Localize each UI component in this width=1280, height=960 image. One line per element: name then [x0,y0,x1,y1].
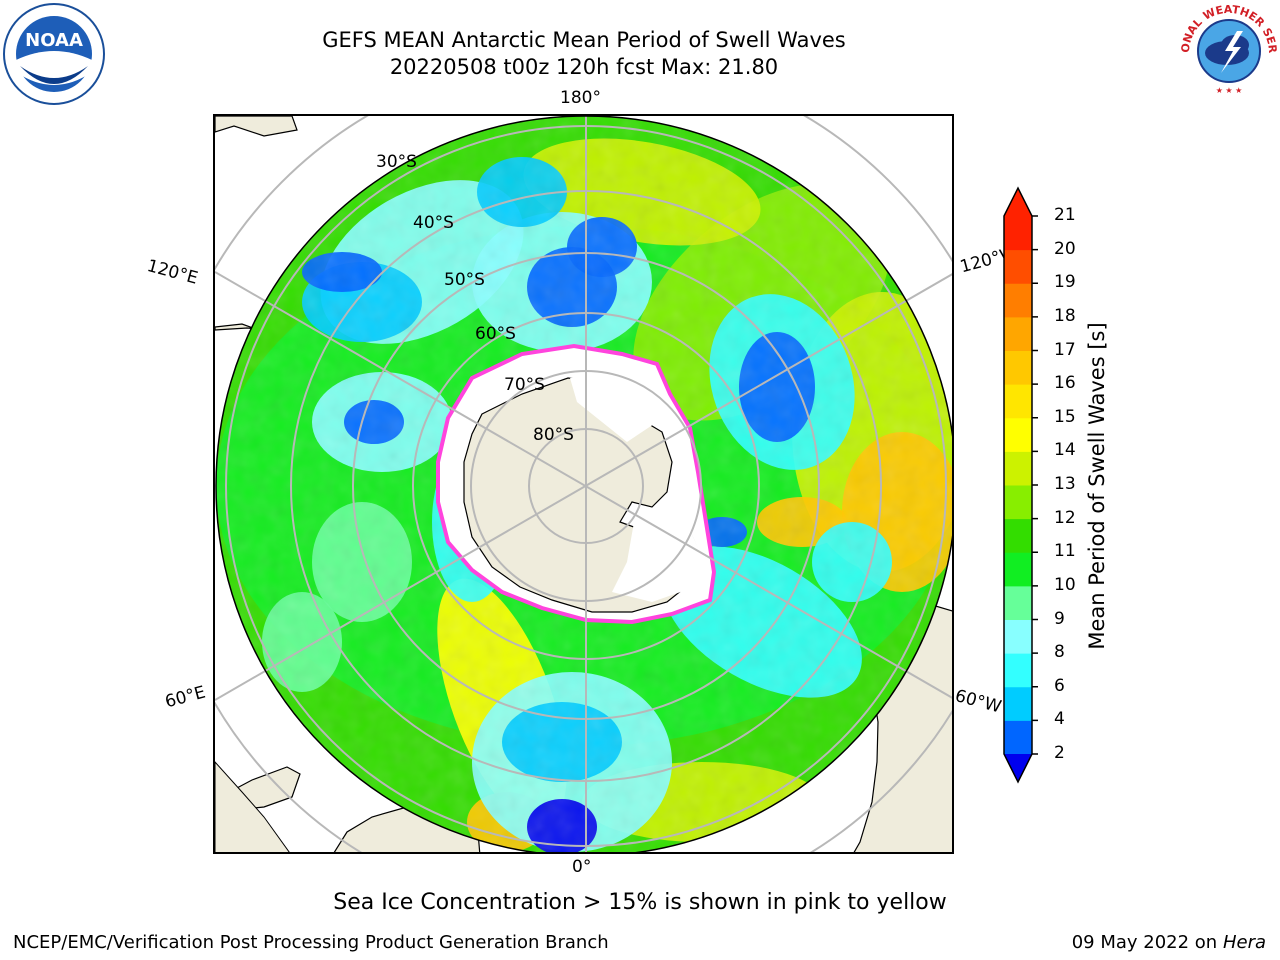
colorbar-band [1004,350,1032,385]
colorbar-over-extension [1004,188,1032,216]
colorbar-band [1004,686,1032,721]
colorbar-tick-label: 20 [1054,238,1076,259]
footer-date-text: 09 May 2022 on [1071,932,1218,953]
colorbar-tick-label: 10 [1054,574,1076,595]
chart-subtitle: 20220508 t00z 120h fcst Max: 21.80 [389,55,779,79]
colorbar-band [1004,249,1032,284]
colorbar-tick-label: 16 [1054,373,1076,394]
lat-label-60s: 60°S [475,324,516,344]
nws-logo: NATIONAL WEATHER SERVICE ★ ★ ★ [1179,1,1279,99]
colorbar-under-extension [1004,754,1032,782]
colorbar-band [1004,216,1032,251]
colorbar-tick-label: 6 [1054,675,1065,696]
colorbar-tick-label: 12 [1054,507,1076,528]
land-australia [215,116,298,137]
colorbar-tick-label: 4 [1054,709,1065,730]
chart-title: GEFS MEAN Antarctic Mean Period of Swell… [322,28,846,52]
colorbar-tick-label: 2 [1054,743,1065,763]
sea-ice-note: Sea Ice Concentration > 15% is shown in … [333,890,947,915]
map-panel [213,114,954,854]
colorbar-band [1004,417,1032,452]
colorbar-tick-label: 9 [1054,608,1065,629]
lat-label-70s: 70°S [504,375,545,395]
colorbar-band [1004,283,1032,318]
colorbar-band [1004,518,1032,553]
colorbar-tick-label: 19 [1054,272,1076,293]
svg-text:★ ★ ★: ★ ★ ★ [1216,86,1243,95]
land-africa-corner [215,761,290,852]
footer-date: 09 May 2022 on Hera [1072,932,1266,953]
noaa-logo-text: NOAA [25,30,83,51]
map-boundary [215,116,952,852]
lat-label-80s: 80°S [533,425,574,445]
antarctica [436,343,717,625]
colorbar-tick-label: 13 [1054,474,1076,494]
colorbar-tick-label: 17 [1054,339,1076,360]
colorbar-band [1004,451,1032,486]
lon-label-120e: 120°E [144,256,200,289]
colorbar-band [1004,316,1032,351]
ice-shelf [570,374,657,442]
lat-label-40s: 40°S [413,213,454,233]
colorbar-tick-label: 14 [1054,440,1076,461]
lat-label-30s: 30°S [376,152,417,172]
colorbar-tick-label: 21 [1054,205,1076,225]
colorbar-label: Mean Period of Swell Waves [s] [1085,322,1109,650]
footer-machine: Hera [1222,932,1266,953]
colorbar-band [1004,653,1032,688]
colorbar-tick-label: 11 [1054,541,1076,562]
graticule [215,116,952,852]
map-svg [215,116,952,852]
colorbar-band [1004,552,1032,587]
colorbar-band [1004,384,1032,419]
lon-label-0: 0° [572,857,592,877]
colorbar-band [1004,485,1032,520]
colorbar-band [1004,619,1032,654]
noaa-logo: NOAA [3,3,105,105]
colorbar-tick-label: 15 [1054,406,1076,427]
colorbar-band [1004,585,1032,620]
colorbar-tick-label: 18 [1054,305,1076,326]
lon-label-180: 180° [560,88,601,108]
footer-branch: NCEP/EMC/Verification Post Processing Pr… [13,932,609,953]
lon-label-60e: 60°E [163,682,208,713]
colorbar-tick-label: 8 [1054,642,1065,663]
colorbar [1003,186,1038,784]
colorbar-band [1004,720,1032,755]
lat-label-50s: 50°S [444,270,485,290]
